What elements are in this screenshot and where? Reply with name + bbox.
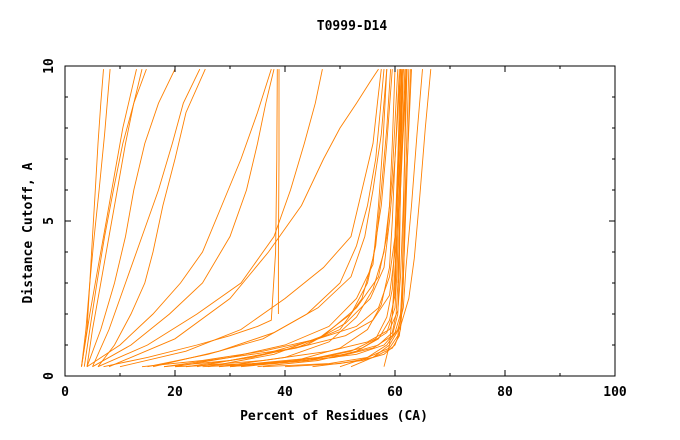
x-tick-label: 100 (603, 385, 627, 400)
series-line-16 (147, 69, 385, 368)
series-line-36 (312, 69, 412, 368)
series-line-13 (97, 69, 323, 368)
series-line-22 (207, 69, 399, 368)
x-axis-tick-labels: 0 20 40 60 80 100 (61, 385, 627, 400)
series-line-5 (81, 68, 137, 367)
series-line-18 (152, 69, 388, 368)
series-line-10 (92, 68, 275, 368)
series-line-33 (185, 69, 408, 368)
x-tick-label: 40 (277, 385, 293, 400)
x-tick-label: 0 (61, 385, 69, 400)
y-axis-tick-labels: 0 5 10 (42, 58, 57, 380)
x-axis-label: Percent of Residues (CA) (240, 409, 428, 424)
series-line-32 (262, 69, 407, 368)
y-tick-label: 5 (42, 217, 57, 225)
series-line-20 (163, 69, 393, 368)
series-line-4 (86, 68, 147, 367)
series-line-11 (103, 69, 278, 368)
series-line-2 (81, 69, 111, 367)
y-axis-label: Distance Cutoff, A (21, 162, 36, 303)
x-tick-label: 20 (167, 385, 183, 400)
series-line-28 (163, 69, 404, 368)
series-line-8 (97, 68, 206, 367)
series-line-23 (229, 69, 401, 368)
series-line-19 (196, 69, 392, 368)
series-line-30 (202, 69, 404, 368)
series-line-6 (86, 68, 176, 367)
chart-title: T0999-D14 (317, 19, 388, 34)
series-line-37 (339, 69, 423, 368)
series-line-21 (218, 69, 396, 368)
series-line-24 (185, 69, 400, 368)
plot-curves (81, 68, 432, 368)
y-axis-ticks (65, 65, 615, 377)
x-tick-label: 80 (497, 385, 513, 400)
series-line-29 (174, 69, 403, 368)
series-line-41 (397, 69, 408, 284)
y-tick-label: 0 (42, 372, 57, 380)
x-axis-ticks (64, 66, 616, 376)
series-line-7 (92, 68, 201, 367)
series-line-1 (81, 69, 104, 367)
x-tick-label: 60 (387, 385, 403, 400)
series-line-12 (277, 69, 280, 314)
series-line-14 (108, 68, 379, 368)
y-tick-label: 10 (42, 58, 57, 74)
series-line-40 (391, 69, 404, 315)
series-line-3 (83, 68, 143, 367)
series-line-9 (86, 68, 272, 368)
series-line-38 (350, 69, 432, 368)
series-line-15 (119, 69, 382, 368)
